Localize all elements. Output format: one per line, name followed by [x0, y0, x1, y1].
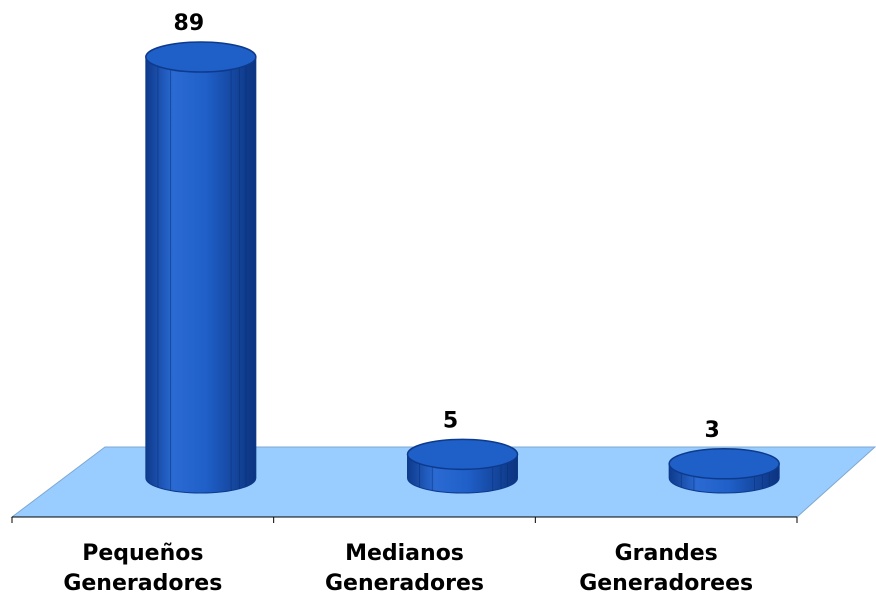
category-label-line: Grandes: [615, 541, 718, 566]
category-label-3: Grandes Generadorees: [579, 541, 753, 596]
bar-2: [406, 438, 519, 494]
category-label-line: Medianos: [345, 541, 464, 566]
category-label-line: Generadores: [325, 571, 484, 596]
data-label-1: 89: [174, 11, 205, 36]
bar-top: [145, 41, 257, 73]
bar-body: [145, 56, 257, 494]
bar-top: [668, 448, 780, 480]
category-label-line: Pequeños: [82, 541, 203, 566]
data-label-3: 3: [705, 418, 720, 443]
bar-top: [406, 438, 519, 471]
bar-1: [145, 41, 257, 494]
category-label-1: Pequeños Generadores: [63, 541, 222, 596]
category-label-line: Generadores: [63, 571, 222, 596]
bar-3: [668, 448, 780, 494]
category-label-2: Medianos Generadores: [325, 541, 484, 596]
data-label-2: 5: [443, 408, 458, 433]
category-label-line: Generadorees: [579, 571, 753, 596]
